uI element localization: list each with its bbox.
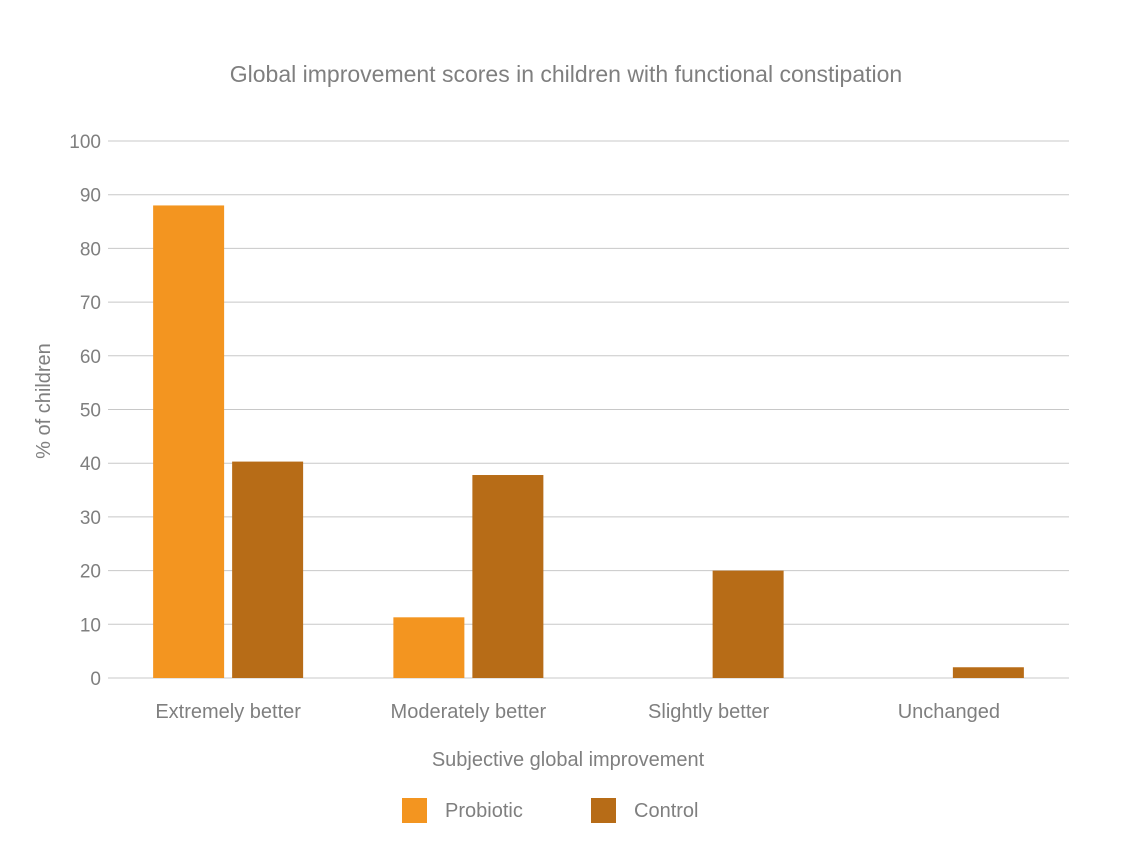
x-category-label: Slightly better — [648, 701, 770, 723]
bar-control-unchanged — [952, 667, 1024, 678]
legend: Probiotic Control — [402, 798, 698, 823]
x-category-label: Extremely better — [155, 701, 301, 723]
x-category-label: Moderately better — [391, 701, 547, 723]
bars — [153, 205, 1024, 678]
y-tick-label-40: 40 — [80, 454, 101, 475]
x-category-label: Unchanged — [898, 701, 1000, 723]
y-axis-title: % of children — [33, 343, 55, 459]
bar-probiotic-moderately-better — [393, 617, 465, 678]
legend-swatch-control — [591, 798, 616, 823]
legend-label-probiotic: Probiotic — [445, 800, 523, 822]
bar-control-slightly-better — [712, 570, 784, 678]
y-axis-ticks: 0 10 20 30 40 50 60 70 80 90 100 — [69, 132, 101, 690]
chart-title: Global improvement scores in children wi… — [230, 61, 902, 87]
bar-probiotic-extremely-better — [153, 205, 225, 678]
y-tick-label-100: 100 — [69, 132, 101, 153]
y-tick-label-60: 60 — [80, 347, 101, 368]
bar-control-moderately-better — [472, 475, 544, 678]
y-tick-label-80: 80 — [80, 239, 101, 260]
y-tick-label-20: 20 — [80, 562, 101, 583]
y-tick-label-10: 10 — [80, 615, 101, 636]
bar-control-extremely-better — [232, 461, 304, 678]
y-tick-label-30: 30 — [80, 508, 101, 529]
x-axis-title: Subjective global improvement — [432, 749, 705, 771]
legend-swatch-probiotic — [402, 798, 427, 823]
legend-label-control: Control — [634, 800, 698, 822]
y-tick-label-70: 70 — [80, 293, 101, 314]
y-tick-label-0: 0 — [90, 669, 101, 690]
y-tick-label-90: 90 — [80, 186, 101, 207]
x-axis-categories: Extremely better Moderately better Slightl… — [155, 701, 1000, 723]
y-tick-label-50: 50 — [80, 401, 101, 422]
